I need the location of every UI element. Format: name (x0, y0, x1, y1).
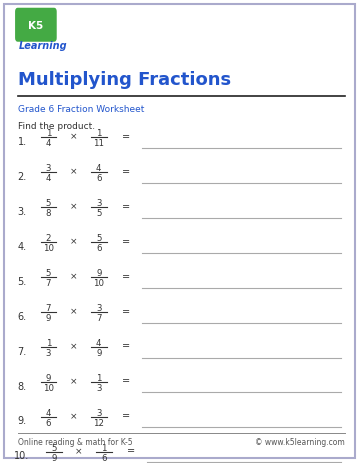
Text: 7: 7 (46, 278, 51, 288)
Text: 1: 1 (96, 373, 102, 382)
Text: 3: 3 (96, 408, 102, 417)
Text: Multiplying Fractions: Multiplying Fractions (18, 71, 231, 89)
Text: 9: 9 (46, 313, 51, 322)
Text: 3: 3 (96, 383, 102, 392)
Text: ×: × (70, 341, 77, 350)
Text: 4.: 4. (18, 241, 27, 251)
Text: 10: 10 (93, 278, 104, 288)
Text: =: = (122, 306, 130, 316)
Text: 5: 5 (46, 199, 51, 208)
Text: ×: × (70, 132, 77, 141)
Text: ×: × (70, 202, 77, 211)
Text: 4: 4 (96, 338, 102, 347)
Text: 12: 12 (93, 418, 104, 427)
Text: 1.: 1. (18, 137, 27, 147)
Text: ×: × (70, 237, 77, 246)
Text: =: = (122, 375, 130, 386)
Text: 6: 6 (96, 174, 102, 183)
Text: =: = (122, 271, 130, 281)
Text: ×: × (70, 307, 77, 315)
Text: 3: 3 (96, 199, 102, 208)
Text: © www.k5learning.com: © www.k5learning.com (255, 437, 345, 446)
Text: 9: 9 (46, 373, 51, 382)
Text: 6: 6 (96, 244, 102, 252)
Text: 10: 10 (43, 383, 54, 392)
Text: ×: × (70, 411, 77, 420)
Text: ×: × (75, 446, 83, 455)
Text: 3: 3 (46, 348, 51, 357)
Text: =: = (122, 236, 130, 246)
Text: 1: 1 (46, 129, 51, 138)
Text: 5: 5 (96, 234, 102, 243)
Text: =: = (122, 411, 130, 420)
Text: 2: 2 (46, 234, 51, 243)
Text: ×: × (70, 167, 77, 176)
Text: 5: 5 (51, 443, 57, 452)
Text: 6: 6 (46, 418, 51, 427)
Text: 6.: 6. (18, 311, 27, 321)
Text: 10.: 10. (14, 450, 29, 460)
Text: 4: 4 (96, 164, 102, 173)
Text: =: = (122, 131, 130, 142)
Text: 9.: 9. (18, 416, 27, 425)
Text: 5: 5 (96, 209, 102, 218)
Text: 11: 11 (93, 139, 104, 148)
Text: 4: 4 (46, 174, 51, 183)
Text: 9: 9 (51, 453, 56, 462)
Text: Online reading & math for K-5: Online reading & math for K-5 (18, 437, 132, 446)
Text: 1: 1 (46, 338, 51, 347)
Text: 3.: 3. (18, 206, 27, 216)
Text: 4: 4 (46, 408, 51, 417)
Text: 1: 1 (101, 443, 107, 452)
Text: 4: 4 (46, 139, 51, 148)
Text: K5: K5 (28, 21, 43, 31)
Text: ×: × (70, 272, 77, 281)
Text: 1: 1 (96, 129, 102, 138)
Text: =: = (122, 201, 130, 212)
Text: 9: 9 (96, 269, 101, 277)
Text: 7.: 7. (18, 346, 27, 356)
Text: 8.: 8. (18, 381, 27, 391)
Text: 7: 7 (46, 303, 51, 313)
Text: Find the product.: Find the product. (18, 122, 95, 131)
Text: =: = (122, 167, 130, 176)
Text: 10: 10 (43, 244, 54, 252)
Text: 2.: 2. (18, 172, 27, 181)
Text: =: = (127, 445, 135, 456)
Text: 5: 5 (46, 269, 51, 277)
Text: ×: × (70, 376, 77, 385)
FancyBboxPatch shape (15, 9, 57, 43)
Text: Grade 6 Fraction Worksheet: Grade 6 Fraction Worksheet (18, 105, 144, 113)
Text: 7: 7 (96, 313, 102, 322)
Text: =: = (122, 341, 130, 351)
Text: 3: 3 (46, 164, 51, 173)
Text: 3: 3 (96, 303, 102, 313)
Text: Learning: Learning (19, 41, 67, 51)
Text: 9: 9 (96, 348, 101, 357)
Text: 5.: 5. (18, 276, 27, 286)
Text: 8: 8 (46, 209, 51, 218)
Text: 6: 6 (101, 453, 107, 462)
